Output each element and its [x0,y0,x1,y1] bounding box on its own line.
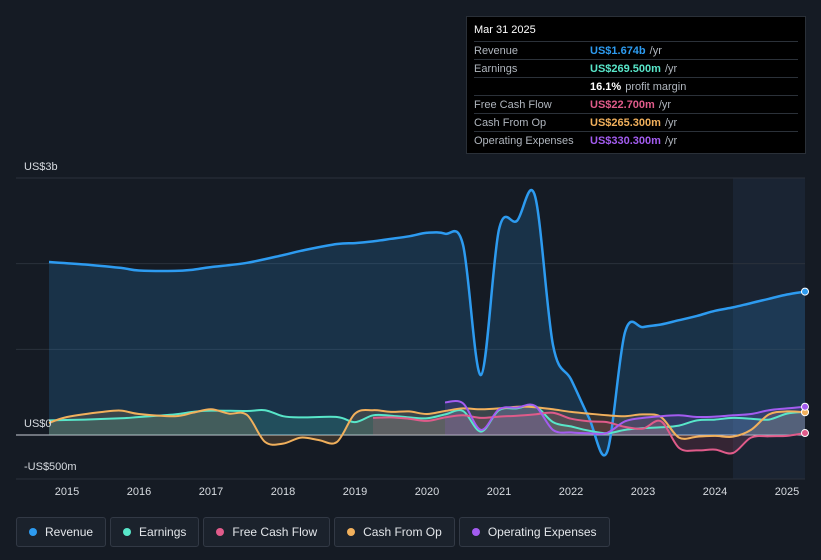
tooltip-row-unit: /yr [664,116,678,129]
tooltip-rows: Revenue US$1.674b/yr Earnings US$269.500m/y… [474,41,798,149]
legend-label: Operating Expenses [487,525,597,539]
tooltip-row-unit: /yr [649,44,662,57]
tooltip-row-value: US$330.300m [590,134,661,147]
tooltip-row-value: US$1.674b [590,44,646,57]
legend-dot-icon [347,528,356,536]
gridlines [16,177,805,480]
operating-expenses-area [445,401,805,435]
legend-item-operating-expenses[interactable]: Operating Expenses [458,517,610,547]
x-tick-label: 2015 [55,486,79,498]
tooltip-row: 16.1% profit margin [474,77,798,95]
cash-from-op-line [48,405,806,446]
x-tick-label: 2025 [775,486,799,498]
tooltip-row: Free Cash Flow US$22.700m/yr [474,95,798,113]
legend: Revenue Earnings Free Cash Flow Cash From O… [16,517,610,547]
tooltip-row: Cash From Op US$265.300m/yr [474,113,798,131]
tooltip-row-label: Earnings [474,62,518,75]
tooltip-row-unit: /yr [664,62,678,75]
tooltip-row: Earnings US$269.500m/yr [474,59,798,77]
x-tick-label: 2016 [127,486,151,498]
tooltip-row-unit: /yr [658,98,672,111]
tooltip-row-label: Cash From Op [474,116,547,129]
earnings-line [48,404,806,435]
free-cash-flow-endpoint [801,429,809,438]
tooltip-row-unit: /yr [664,134,678,147]
operating-expenses-endpoint [801,402,809,411]
legend-label: Revenue [45,525,94,539]
y-bottom-label: -US$500m [24,461,77,473]
x-tick-label: 2021 [487,486,511,498]
future-shade [733,178,805,479]
x-tick-label: 2024 [703,486,727,498]
x-tick-label: 2023 [631,486,655,498]
tooltip-row-label: Revenue [474,44,519,57]
tooltip-panel: Mar 31 2025 Revenue US$1.674b/yr Earnings U… [466,16,806,154]
revenue-line [48,188,806,457]
y-top-label: US$3b [24,161,58,173]
free-cash-flow-line [372,411,806,455]
legend-item-free-cash-flow[interactable]: Free Cash Flow [203,517,331,547]
legend-item-cash-from-op[interactable]: Cash From Op [334,517,455,547]
legend-item-revenue[interactable]: Revenue [16,517,107,547]
series-endpoints [801,287,809,438]
operating-expenses-line [444,400,806,435]
x-tick-label: 2020 [415,486,439,498]
y-zero-label: US$0 [24,418,52,430]
legend-dot-icon [216,528,225,536]
legend-label: Free Cash Flow [232,525,318,539]
x-tick-label: 2019 [343,486,367,498]
tooltip-row-value: US$269.500m [590,62,661,75]
x-tick-label: 2018 [271,486,295,498]
series-lines [48,188,806,457]
legend-dot-icon [29,528,37,536]
legend-label: Cash From Op [363,525,442,539]
legend-dot-icon [123,528,132,536]
revenue-area [49,190,805,456]
x-tick-labels: 2015 2016 2017 2018 2019 2020 2021 2022 2023 2024… [55,486,799,498]
tooltip-row: Operating Expenses US$330.300m/yr [474,131,798,149]
tooltip-row-label: Operating Expenses [474,134,574,147]
tooltip-row-label: Free Cash Flow [474,98,552,111]
revenue-endpoint [801,287,809,296]
legend-item-earnings[interactable]: Earnings [110,517,200,547]
x-tick-label: 2022 [559,486,583,498]
tooltip-row-value: US$22.700m [590,98,655,111]
tooltip-row: Revenue US$1.674b/yr [474,41,798,59]
legend-label: Earnings [139,525,187,539]
tooltip-row-value: 16.1% [590,80,622,93]
legend-dot-icon [471,528,480,536]
x-tick-label: 2017 [199,486,223,498]
tooltip-date: Mar 31 2025 [474,24,536,36]
tooltip-row-unit: profit margin [625,80,687,93]
tooltip-row-value: US$265.300m [590,116,661,129]
